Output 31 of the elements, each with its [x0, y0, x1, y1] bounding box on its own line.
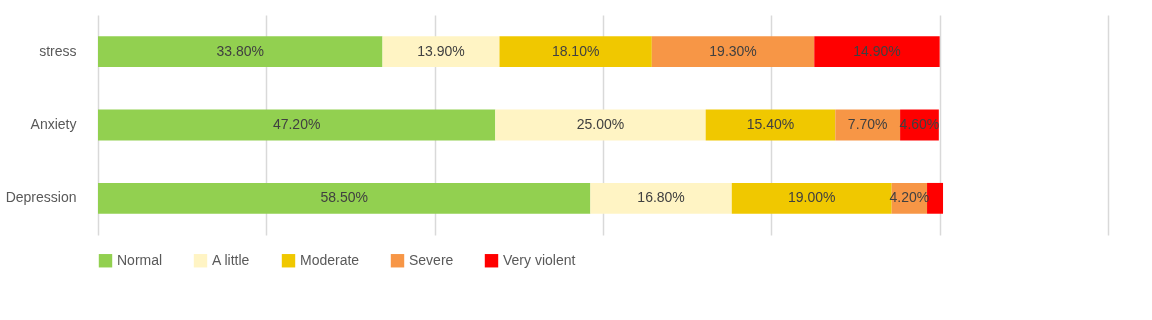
bar [382, 36, 500, 68]
legend-label: Normal [117, 251, 163, 268]
y-tick-label: Depression [5, 189, 77, 206]
bar [927, 182, 944, 214]
bar [651, 36, 815, 68]
bar [98, 109, 496, 141]
bar [495, 109, 706, 141]
data-label: 19.00% [787, 189, 836, 206]
bar [499, 36, 652, 68]
legend-label: A little [212, 251, 250, 268]
data-label: 19.30% [709, 42, 757, 59]
bar [814, 36, 940, 68]
data-label: 18.10% [551, 42, 600, 59]
legend-label: Severe [409, 251, 454, 268]
y-tick-label: Anxiety [30, 116, 77, 132]
bar [98, 182, 591, 214]
data-label: 7.70% [847, 116, 888, 132]
y-tick-label: stress [39, 42, 77, 59]
data-label: 58.50% [320, 189, 368, 206]
bar [590, 182, 732, 214]
data-label: 14.90% [853, 42, 901, 59]
bar [98, 36, 383, 68]
legend-label: Moderate [300, 251, 360, 268]
bar [705, 109, 836, 141]
data-label: 16.80% [637, 189, 685, 206]
data-label: 47.20% [272, 116, 321, 132]
data-label: 25.00% [576, 116, 625, 132]
data-label: 33.80% [216, 42, 264, 59]
data-label: 15.40% [746, 116, 795, 132]
data-label: 13.90% [417, 42, 465, 59]
legend-label: Very violent [503, 251, 576, 268]
